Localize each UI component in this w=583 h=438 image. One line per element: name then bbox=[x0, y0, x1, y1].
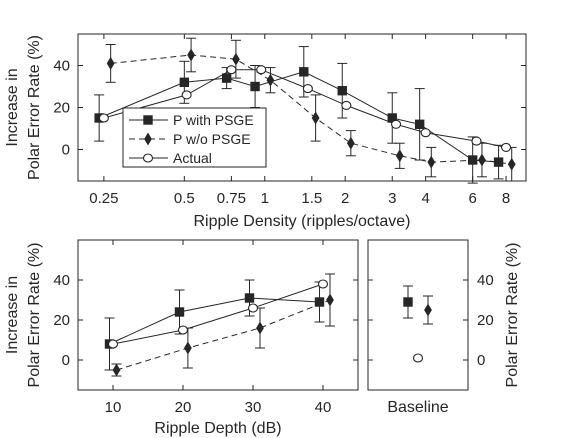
data-point bbox=[478, 153, 486, 167]
data-point bbox=[390, 119, 402, 129]
data-point bbox=[346, 136, 355, 150]
data-point bbox=[187, 48, 195, 62]
series-line bbox=[110, 54, 512, 165]
data-point bbox=[232, 52, 240, 66]
data-point bbox=[107, 339, 119, 349]
data-point bbox=[414, 119, 425, 129]
y-axis-label: Polar Error Rate (%) bbox=[26, 243, 43, 388]
x-tick-label: 4 bbox=[421, 190, 429, 207]
plot-frame bbox=[367, 239, 469, 391]
data-point bbox=[221, 73, 232, 83]
x-tick-label: 0.5 bbox=[174, 190, 195, 207]
x-tick-label: 20 bbox=[175, 399, 192, 416]
series-line bbox=[112, 283, 324, 345]
data-point bbox=[395, 149, 404, 163]
y-tick-label: 0 bbox=[62, 142, 70, 159]
series-circle bbox=[412, 353, 424, 363]
x-tick-label: 0.75 bbox=[217, 190, 246, 207]
series-line bbox=[103, 69, 507, 148]
chart-panel-0: 0 20 40 0.25 0.5 0.75 1 1.5 2 3 4 6 8 Ripple Density … bbox=[4, 33, 527, 230]
series-circle bbox=[107, 279, 329, 349]
x-tick-label: 6 bbox=[469, 190, 477, 207]
x-axis-label: Ripple Density (ripples/octave) bbox=[194, 213, 411, 230]
series-line bbox=[98, 71, 499, 163]
x-axis-label: Baseline bbox=[387, 399, 448, 416]
data-point bbox=[256, 321, 264, 335]
data-point bbox=[266, 73, 275, 87]
series-square bbox=[403, 285, 413, 319]
legend-marker bbox=[143, 115, 153, 125]
data-point bbox=[174, 307, 185, 317]
y-tick-label: 40 bbox=[53, 58, 70, 75]
data-point bbox=[256, 65, 267, 75]
chart-panel-2: 0 20 40 Baseline Polar Error Rate (%) bbox=[367, 239, 521, 416]
data-point bbox=[311, 111, 320, 125]
data-point bbox=[302, 84, 313, 94]
y-axis-label: Polar Error Rate (%) bbox=[26, 35, 43, 180]
data-point bbox=[98, 113, 109, 123]
data-point bbox=[226, 65, 237, 75]
data-point bbox=[403, 297, 413, 307]
series-diamond bbox=[423, 295, 433, 325]
legend-marker bbox=[144, 132, 152, 146]
data-point bbox=[501, 142, 512, 152]
data-point bbox=[247, 303, 259, 313]
series-line bbox=[109, 297, 320, 345]
y-tick-label: 0 bbox=[477, 352, 485, 369]
x-tick-label: 30 bbox=[245, 399, 262, 416]
legend-label: P w/o PSGE bbox=[173, 131, 251, 147]
plot-frame bbox=[77, 239, 359, 391]
data-point bbox=[424, 303, 432, 317]
data-point bbox=[471, 136, 482, 146]
data-point bbox=[177, 325, 189, 335]
y-tick-label: 0 bbox=[62, 352, 70, 369]
legend-label: Actual bbox=[173, 150, 212, 166]
data-point bbox=[427, 155, 436, 169]
data-point bbox=[112, 363, 121, 377]
x-tick-label: 3 bbox=[388, 190, 396, 207]
x-tick-label: 2 bbox=[341, 190, 349, 207]
data-point bbox=[317, 279, 329, 289]
data-point bbox=[314, 297, 325, 307]
data-point bbox=[507, 157, 516, 171]
legend: P with PSGE P w/o PSGE Actual bbox=[122, 107, 267, 168]
y-tick-label: 40 bbox=[53, 272, 70, 289]
data-point bbox=[337, 86, 347, 96]
y-axis-label-right: Polar Error Rate (%) bbox=[504, 243, 521, 388]
data-point bbox=[179, 77, 190, 87]
data-point bbox=[341, 100, 352, 110]
y-axis-label: Increase in bbox=[4, 276, 21, 354]
data-point bbox=[299, 67, 309, 77]
data-point bbox=[106, 56, 115, 70]
series-circle bbox=[98, 65, 512, 152]
y-tick-label: 20 bbox=[53, 100, 70, 117]
x-tick-label: 1.5 bbox=[301, 190, 322, 207]
chart-panel-1: 0 20 40 10 20 30 40 Ripple Depth (dB) Increase i… bbox=[4, 239, 359, 437]
data-point bbox=[420, 128, 431, 138]
data-point bbox=[250, 81, 260, 92]
series-line bbox=[116, 299, 331, 371]
x-tick-label: 8 bbox=[502, 190, 510, 207]
legend-label: P with PSGE bbox=[173, 112, 254, 128]
data-point bbox=[326, 293, 334, 307]
x-tick-label: 40 bbox=[315, 399, 332, 416]
x-tick-label: 0.25 bbox=[89, 190, 118, 207]
x-axis-label: Ripple Depth (dB) bbox=[154, 420, 281, 437]
data-point bbox=[244, 293, 255, 303]
x-tick-label: 10 bbox=[105, 399, 122, 416]
data-point bbox=[184, 341, 192, 355]
data-point bbox=[412, 353, 424, 363]
y-tick-label: 20 bbox=[53, 312, 70, 329]
y-tick-label: 40 bbox=[477, 272, 494, 289]
data-point bbox=[181, 90, 192, 100]
legend-marker bbox=[142, 153, 154, 163]
series-diamond bbox=[105, 37, 517, 182]
series-diamond bbox=[111, 273, 335, 377]
x-tick-label: 1 bbox=[261, 190, 269, 207]
y-axis-label: Increase in bbox=[4, 68, 21, 146]
series-square bbox=[104, 279, 325, 371]
y-tick-label: 20 bbox=[477, 312, 494, 329]
